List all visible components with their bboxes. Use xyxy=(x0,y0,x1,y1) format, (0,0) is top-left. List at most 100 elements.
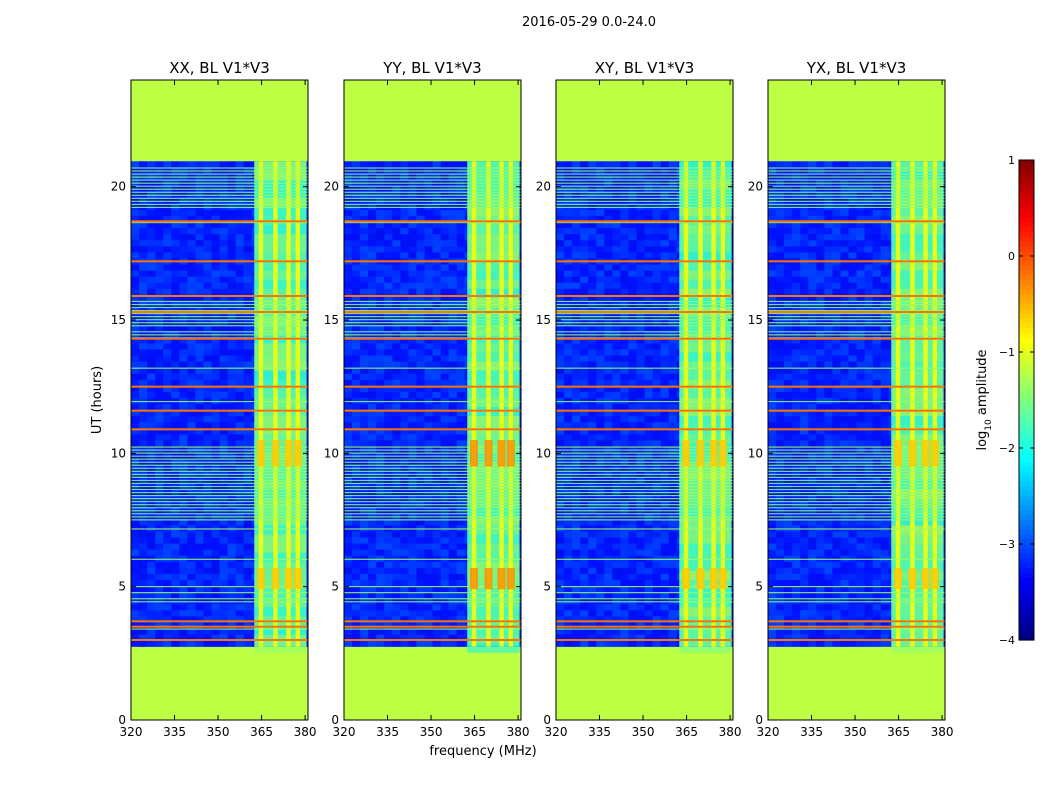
noise-cell xyxy=(203,580,211,586)
x-tick-label: 380 xyxy=(294,725,317,739)
noise-cell xyxy=(179,574,187,580)
noise-cell xyxy=(187,161,195,167)
noise-cell xyxy=(588,349,596,355)
noise-cell xyxy=(653,234,661,240)
noise-cell xyxy=(195,440,203,446)
noise-cell xyxy=(645,161,653,167)
noise-cell xyxy=(424,240,432,246)
noise-cell xyxy=(596,404,604,410)
rfi-row xyxy=(131,170,308,171)
noise-cell xyxy=(400,234,408,240)
noise-cell xyxy=(368,264,376,270)
noise-cell xyxy=(620,422,628,428)
noise-cell xyxy=(564,271,572,277)
noise-cell xyxy=(392,240,400,246)
noise-cell xyxy=(236,246,244,252)
rfi-row xyxy=(131,492,308,493)
noise-cell xyxy=(195,392,203,398)
noise-cell xyxy=(433,252,441,258)
noise-cell xyxy=(556,404,564,410)
noise-cell xyxy=(147,289,155,295)
noise-cell xyxy=(131,210,139,216)
noise-cell xyxy=(572,434,580,440)
rfi-row xyxy=(344,474,521,475)
noise-cell xyxy=(384,228,392,234)
noise-cell xyxy=(131,550,139,556)
noise-cell xyxy=(564,434,572,440)
noise-cell xyxy=(441,434,449,440)
noise-cell xyxy=(163,380,171,386)
rfi-row xyxy=(131,453,308,454)
noise-cell xyxy=(244,568,252,574)
noise-cell xyxy=(645,380,653,386)
noise-cell xyxy=(384,422,392,428)
strong-rfi-row xyxy=(131,260,308,262)
noise-cell xyxy=(604,374,612,380)
noise-cell xyxy=(203,550,211,556)
rfi-row xyxy=(344,486,521,487)
noise-cell xyxy=(131,234,139,240)
noise-cell xyxy=(352,434,360,440)
noise-cell xyxy=(376,404,384,410)
noise-cell xyxy=(171,422,179,428)
noise-cell xyxy=(244,362,252,368)
noise-cell xyxy=(669,271,677,277)
rfi-row xyxy=(344,628,521,629)
noise-cell xyxy=(580,277,588,283)
rfi-row xyxy=(344,401,521,402)
noise-cell xyxy=(352,610,360,616)
noise-cell xyxy=(368,434,376,440)
noise-cell xyxy=(360,574,368,580)
noise-cell xyxy=(580,343,588,349)
noise-cell xyxy=(360,550,368,556)
noise-cell xyxy=(236,440,244,446)
noise-cell xyxy=(556,440,564,446)
noise-cell xyxy=(384,161,392,167)
noise-cell xyxy=(171,544,179,550)
noise-cell xyxy=(408,544,416,550)
rfi-row xyxy=(344,492,521,493)
noise-cell xyxy=(588,264,596,270)
noise-cell xyxy=(661,349,669,355)
noise-cell xyxy=(139,355,147,361)
noise-cell xyxy=(163,349,171,355)
noise-cell xyxy=(155,283,163,289)
noise-cell xyxy=(195,349,203,355)
noise-cell xyxy=(368,610,376,616)
noise-cell xyxy=(433,416,441,422)
noise-cell xyxy=(564,422,572,428)
noise-cell xyxy=(449,234,457,240)
noise-cell xyxy=(352,234,360,240)
rfi-row xyxy=(131,189,308,190)
noise-cell xyxy=(620,234,628,240)
noise-cell xyxy=(163,440,171,446)
noise-cell xyxy=(244,210,252,216)
noise-cell xyxy=(645,362,653,368)
noise-cell xyxy=(163,343,171,349)
noise-cell xyxy=(211,271,219,277)
noise-cell xyxy=(220,622,228,628)
noise-cell xyxy=(131,562,139,568)
noise-cell xyxy=(424,392,432,398)
noise-cell xyxy=(564,283,572,289)
noise-cell xyxy=(163,355,171,361)
noise-cell xyxy=(187,610,195,616)
rfi-row xyxy=(344,471,521,472)
noise-cell xyxy=(556,228,564,234)
noise-cell xyxy=(408,404,416,410)
noise-cell xyxy=(203,622,211,628)
noise-cell xyxy=(203,392,211,398)
noise-cell xyxy=(236,404,244,410)
noise-cell xyxy=(441,550,449,556)
noise-cell xyxy=(408,289,416,295)
noise-cell xyxy=(556,422,564,428)
noise-cell xyxy=(147,161,155,167)
noise-cell xyxy=(203,283,211,289)
noise-cell xyxy=(580,434,588,440)
rfi-row xyxy=(344,519,521,520)
noise-cell xyxy=(376,544,384,550)
noise-cell xyxy=(457,362,465,368)
noise-cell xyxy=(368,440,376,446)
rfi-row xyxy=(344,453,521,454)
noise-cell xyxy=(179,252,187,258)
